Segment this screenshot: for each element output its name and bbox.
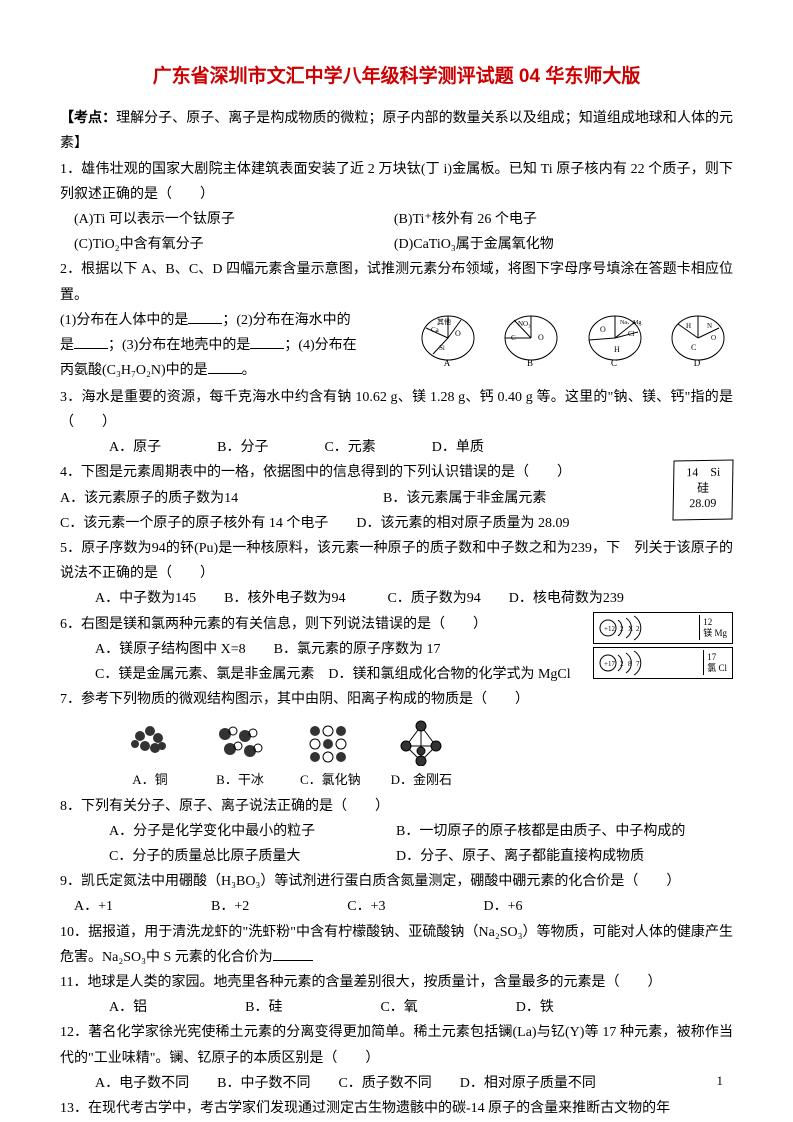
q12: 12．著名化学家徐光宪使稀土元素的分离变得更加简单。稀土元素包括镧(La)与钇(… — [60, 1020, 733, 1070]
q11: 11．地球是人类的家园。地壳里各种元素的含量差别很大，按质量计，含量最多的元素是… — [60, 970, 733, 995]
q8-row2: C．分子的质量总比原子质量大D．分子、原子、离子都能直接构成物质 — [60, 844, 733, 869]
pie-charts: OCa其他SiA ONO₃CB ONa、MgClHC CNHOD — [413, 310, 733, 379]
svg-text:O: O — [538, 333, 544, 342]
svg-text:H: H — [614, 345, 620, 354]
si-element-box: 14 Si 硅 28.09 — [672, 460, 733, 521]
svg-text:N: N — [707, 322, 712, 330]
svg-text:X: X — [628, 625, 633, 633]
svg-text:B: B — [527, 358, 533, 368]
q5-options: A．中子数为145 B．核外电子数为94 C．质子数为94 D．核电荷数为239 — [60, 586, 733, 611]
q9: 9．凯氏定氮法中用硼酸（H₃BO₃）等试剂进行蛋白质含氮量测定，硼酸中硼元素的化… — [60, 869, 733, 894]
q5: 5．原子序数为94的钚(Pu)是一种核原料，该元素一种原子的质子数和中子数之和为… — [60, 536, 733, 586]
pie-d: C N H O D — [663, 310, 733, 379]
svg-text:7: 7 — [636, 660, 640, 668]
svg-text:+17: +17 — [604, 660, 615, 668]
svg-text:C: C — [611, 358, 617, 368]
svg-text:Ca: Ca — [431, 326, 440, 334]
kaodian-text: 理解分子、原子、离子是构成物质的微粒；原子内部的数量关系以及组成；知道组成地球和… — [60, 111, 733, 151]
q1-options-row1: (A)Ti 可以表示一个钛原子 (B)Ti⁺核外有 26 个电子 — [60, 207, 733, 232]
q1: 1．雄伟壮观的国家大剧院主体建筑表面安装了近 2 万块钛(丁 i)金属板。已知 … — [60, 157, 733, 207]
q11-options: A．铝 B．硅 C．氧 D．铁 — [60, 995, 733, 1020]
svg-text:2: 2 — [620, 625, 624, 633]
svg-text:8: 8 — [628, 660, 632, 668]
svg-text:2: 2 — [636, 625, 640, 633]
q4-row2: C．该元素一个原子的原子核外有 14 个电子 D．该元素的相对原子质量为 28.… — [60, 511, 733, 536]
svg-text:Cl: Cl — [628, 330, 635, 338]
svg-text:+12: +12 — [604, 625, 615, 633]
svg-text:NO₃: NO₃ — [518, 320, 531, 328]
q1-opt-a: (A)Ti 可以表示一个钛原子 — [74, 207, 390, 232]
molecule-row: A．铜 B．干冰 C．氯化钠 D．金刚石 — [60, 716, 733, 791]
q1-opt-d: (D)CaTiO₃属于金属氧化物 — [394, 237, 554, 252]
q12-options: A．电子数不同 B．中子数不同 C．质子数不同 D．相对原子质量不同 — [60, 1071, 733, 1096]
svg-text:C: C — [511, 334, 516, 342]
q4-row1: A．该元素原子的质子数为14B．该元素属于非金属元素 — [60, 486, 733, 511]
q8-row1: A．分子是化学变化中最小的粒子B．一切原子的原子核都是由质子、中子构成的 — [60, 819, 733, 844]
q13: 13．在现代考古学中，考古学家们发现通过测定古生物遗骸中的碳-14 原子的含量来… — [60, 1096, 733, 1121]
mol-b: B．干冰 — [210, 716, 270, 791]
atom-mg: +122X2 12镁 Mg — [593, 612, 733, 644]
mol-a: A．铜 — [120, 716, 180, 791]
kaodian-label: 【考点： — [60, 111, 116, 126]
q9-options: A．+1 B．+2 C．+3 D．+6 — [60, 894, 733, 919]
svg-text:其他: 其他 — [437, 317, 451, 326]
svg-text:Si: Si — [439, 344, 445, 352]
q1-opt-b: (B)Ti⁺核外有 26 个电子 — [394, 212, 537, 227]
q10: 10．据报道，用于清洗龙虾的"洗虾粉"中含有柠檬酸钠、亚硫酸钠（Na₂SO₃）等… — [60, 920, 733, 970]
svg-text:C: C — [691, 343, 696, 352]
page-title: 广东省深圳市文汇中学八年级科学测评试题 04 华东师大版 — [60, 60, 733, 94]
atom-diagrams: +122X2 12镁 Mg +17287 17氯 Cl — [593, 612, 733, 682]
pie-a: O Ca其他 Si A — [413, 310, 483, 379]
svg-text:O: O — [711, 334, 716, 342]
svg-text:2: 2 — [620, 660, 624, 668]
kaodian: 【考点：理解分子、原子、离子是构成物质的微粒；原子内部的数量关系以及组成；知道组… — [60, 106, 733, 156]
q2: 2．根据以下 A、B、C、D 四幅元素含量示意图，试推测元素分布领域，将图下字母… — [60, 257, 733, 307]
q3-options: A．原子 B．分子 C．元素 D．单质 — [60, 435, 733, 460]
q3: 3．海水是重要的资源，每千克海水中约含有钠 10.62 g、镁 1.28 g、钙… — [60, 385, 733, 435]
page-number: 1 — [717, 1069, 724, 1092]
atom-cl: +17287 17氯 Cl — [593, 647, 733, 679]
svg-text:O: O — [455, 329, 461, 338]
mol-c: C．氯化钠 — [300, 716, 361, 791]
q1-opt-c: (C)TiO₂中含有氧分子 — [74, 232, 390, 257]
pie-c: O Na、Mg Cl HC — [580, 310, 650, 379]
svg-text:D: D — [694, 358, 701, 368]
svg-text:O: O — [600, 325, 606, 334]
q4: 4．下图是元素周期表中的一格，依据图中的信息得到的下列认识错误的是（ ） — [60, 460, 733, 485]
svg-text:H: H — [686, 322, 691, 330]
pie-b: O NO₃C B — [496, 310, 566, 379]
q7: 7．参考下列物质的微观结构图示，其中由阴、阳离子构成的物质是（ ） — [60, 687, 733, 712]
q8: 8．下列有关分子、原子、离子说法正确的是（ ） — [60, 794, 733, 819]
q1-options-row2: (C)TiO₂中含有氧分子 (D)CaTiO₃属于金属氧化物 — [60, 232, 733, 257]
mol-d: D．金刚石 — [391, 716, 452, 791]
svg-text:Na、Mg: Na、Mg — [620, 320, 641, 326]
svg-text:A: A — [444, 358, 451, 368]
